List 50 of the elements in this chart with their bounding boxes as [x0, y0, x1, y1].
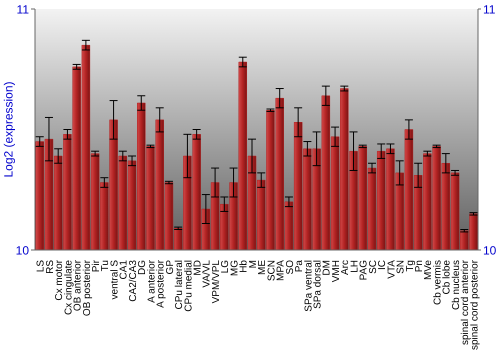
x-tick-label: IC	[377, 260, 388, 270]
y-axis-title: Log2 (expression)	[1, 81, 16, 178]
x-tick-label: VTA	[386, 260, 398, 279]
x-tick-label: A anterior	[146, 259, 158, 303]
x-tick-label: RS	[44, 260, 56, 274]
x-tick-label: Cx motor	[54, 259, 66, 301]
x-tick-label: LG	[220, 260, 232, 274]
x-tick-label: LS	[36, 260, 47, 272]
x-tick-label: DG	[137, 260, 148, 275]
x-tick-label: VA/VL	[202, 260, 213, 288]
x-tick-label: SPa ventral	[303, 260, 314, 312]
x-tick-label: VPM/VPL	[210, 260, 222, 304]
x-tick-label: ME	[257, 260, 268, 275]
x-tick-label: spinal cord anterior	[460, 259, 472, 346]
x-tick-label: Cb nucleus	[450, 260, 462, 310]
x-tick-label: Tg	[404, 260, 416, 272]
x-tick-label: SO	[284, 260, 296, 274]
x-tick-label: Cb lobe	[442, 260, 453, 294]
x-tick-label: spinal cord posterior	[469, 259, 480, 350]
x-tick-label: Hb	[238, 260, 250, 273]
x-tick-label: Arc	[340, 260, 352, 275]
x-tick-label: SCN	[266, 260, 278, 282]
x-tick-label: SN	[396, 260, 407, 274]
x-tick-label: PAG	[358, 260, 370, 280]
x-tick-label: Pir	[90, 259, 102, 272]
x-tick-label: MPA	[276, 260, 287, 281]
x-tick-label: MVe	[423, 260, 434, 280]
x-tick-label: LH	[349, 260, 360, 273]
y2-tick-label: 11	[483, 2, 496, 16]
x-tick-label: GP	[164, 260, 176, 274]
x-tick-label: VMH	[330, 260, 342, 282]
x-tick-label: Pa	[294, 260, 306, 272]
x-tick-label: SC	[368, 260, 379, 274]
x-tick-label: Tu	[100, 260, 112, 272]
x-tick-label: OB posterior	[82, 259, 93, 316]
x-tick-label: Pn	[414, 260, 426, 272]
x-tick-label: DM	[322, 260, 333, 276]
x-tick-label: ventral S	[109, 260, 120, 300]
x-tick-label: Cx cingulate	[63, 260, 74, 316]
x-tick-label: CPu lateral	[174, 260, 186, 310]
x-tick-label: Cb vermis	[432, 260, 444, 306]
x-tick-label: A posterior	[156, 259, 167, 308]
x-tick-label: CA1	[118, 260, 130, 280]
y2-tick-label: 10	[483, 243, 497, 258]
x-tick-label: SPa dorsal	[312, 260, 324, 309]
x-tick-label: CA2/CA3	[128, 260, 139, 302]
x-tick-label: OB anterior	[72, 259, 84, 312]
x-tick-label: MG	[229, 260, 240, 276]
x-tick-label: M	[248, 260, 259, 268]
x-tick-label: CPu medial	[183, 260, 194, 312]
